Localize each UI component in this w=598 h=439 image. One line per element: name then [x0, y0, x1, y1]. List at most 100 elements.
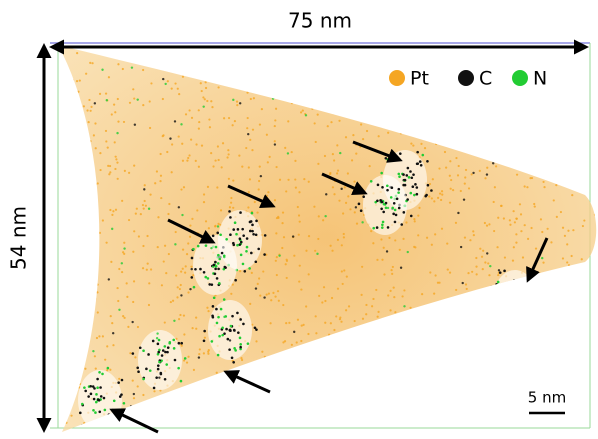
atom	[122, 401, 126, 405]
atom	[453, 304, 456, 307]
atom	[546, 227, 549, 230]
atom	[397, 187, 401, 191]
atom	[210, 246, 213, 250]
atom	[114, 167, 117, 171]
atom	[269, 50, 272, 53]
atom	[295, 341, 298, 344]
atom	[464, 391, 467, 394]
atom	[532, 129, 535, 132]
atom	[142, 103, 145, 107]
atom	[550, 241, 553, 244]
atom	[142, 393, 145, 397]
atom	[178, 93, 181, 96]
atom	[361, 357, 364, 360]
atom	[551, 378, 554, 382]
atom	[432, 326, 435, 329]
atom	[535, 114, 539, 117]
atom	[426, 183, 430, 187]
atom	[192, 274, 195, 277]
atom	[586, 293, 589, 296]
atom	[577, 98, 580, 101]
atom	[511, 417, 514, 421]
atom	[439, 409, 442, 412]
atom	[277, 299, 280, 302]
atom	[74, 215, 77, 218]
atom	[112, 344, 115, 347]
atom	[550, 407, 553, 410]
atom	[101, 219, 104, 222]
atom	[545, 300, 548, 303]
atom	[305, 249, 308, 252]
atom	[232, 385, 235, 388]
atom	[586, 390, 590, 393]
atom	[527, 107, 530, 110]
atom	[481, 411, 484, 414]
atom	[382, 210, 385, 214]
atom	[513, 298, 517, 301]
atom	[225, 327, 228, 331]
atom	[246, 91, 249, 94]
atom	[259, 75, 262, 79]
atom	[176, 410, 179, 413]
atom	[389, 289, 392, 292]
atom	[318, 294, 321, 297]
atom	[386, 184, 389, 188]
atom	[203, 336, 207, 339]
atom	[430, 197, 433, 200]
atom	[228, 206, 232, 209]
atom	[176, 286, 179, 289]
atom	[397, 172, 401, 176]
atom	[84, 367, 87, 370]
atom	[506, 132, 509, 135]
atom	[136, 385, 139, 388]
atom	[459, 189, 462, 193]
atom	[566, 410, 569, 413]
atom	[321, 301, 324, 304]
atom	[214, 260, 217, 264]
atom	[458, 326, 461, 330]
atom	[285, 190, 288, 193]
atom	[79, 411, 82, 415]
atom	[274, 401, 277, 405]
atom	[169, 300, 172, 304]
atom	[475, 401, 478, 404]
atom	[213, 272, 217, 276]
atom	[218, 334, 221, 338]
atom	[179, 283, 182, 287]
atom	[512, 304, 516, 307]
atom	[357, 374, 360, 377]
atom	[535, 114, 538, 117]
atom	[101, 433, 103, 435]
atom	[510, 290, 514, 293]
atom	[243, 269, 247, 273]
atom	[513, 300, 516, 304]
atom	[238, 154, 241, 157]
atom	[326, 350, 330, 353]
atom	[248, 178, 252, 181]
atom	[219, 307, 223, 311]
atom	[192, 368, 196, 371]
atom	[461, 432, 463, 434]
atom	[506, 402, 509, 406]
atom	[449, 160, 452, 163]
atom	[253, 200, 256, 204]
atom	[109, 171, 112, 174]
atom	[382, 417, 385, 421]
atom	[346, 172, 349, 175]
atom	[376, 199, 379, 203]
atom	[181, 75, 185, 78]
atom	[418, 160, 422, 163]
atom	[434, 274, 437, 277]
atom	[377, 135, 380, 138]
atom	[114, 111, 117, 114]
atom	[139, 213, 142, 216]
atom	[152, 51, 155, 54]
atom	[236, 104, 239, 107]
atom	[86, 109, 89, 112]
atom	[372, 297, 375, 301]
atom	[534, 247, 538, 250]
atom	[398, 175, 401, 178]
atom	[116, 131, 119, 135]
atom	[143, 184, 146, 187]
atom	[252, 97, 255, 100]
